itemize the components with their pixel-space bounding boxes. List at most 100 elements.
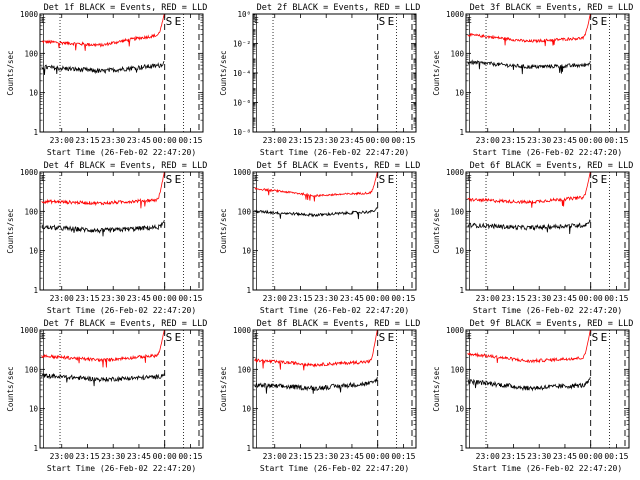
plot-frame [465,13,630,133]
x-tick-label: 23:30 [314,452,338,461]
x-tick-label: 23:15 [501,452,525,461]
x-tick-label: 00:00 [579,136,603,145]
x-tick-label: 23:30 [527,452,551,461]
x-tick-label: 23:00 [50,294,74,303]
panel-title: Det 8f BLACK = Events, RED = LLD [257,319,421,329]
y-axis-label: Counts/sec [6,50,15,95]
lld-series-line [254,171,378,202]
x-tick-label: 23:00 [50,452,74,461]
x-tick-label: 23:30 [527,294,551,303]
x-tick-label: 23:15 [501,294,525,303]
panel-title: Det 7f BLACK = Events, RED = LLD [44,319,208,329]
events-series-line [467,376,591,392]
events-series-line [254,207,378,220]
y-tick-label: 1000 [20,326,39,335]
y-tick-label: 1000 [446,10,465,19]
y-tick-label: 1000 [446,326,465,335]
y-tick-label: 1 [33,128,38,137]
events-series-line [41,219,165,237]
start-marker-label: S [379,173,386,186]
panel-title: Det 9f BLACK = Events, RED = LLD [470,319,634,329]
y-tick-label: 100 [24,207,38,216]
y-tick-label: 1000 [20,168,39,177]
x-tick-label: 00:15 [604,294,628,303]
start-marker-label: S [592,15,599,28]
detector-panel: Det 5f BLACK = Events, RED = LLD Start Ti… [219,161,420,315]
x-tick-label: 00:15 [391,294,415,303]
y-tick-label: 100 [450,207,464,216]
x-tick-label: 23:00 [50,136,74,145]
panel-title: Det 1f BLACK = Events, RED = LLD [44,3,208,13]
lld-series-line [41,171,165,209]
y-tick-label: 100 [450,49,464,58]
panel-title: Det 5f BLACK = Events, RED = LLD [257,161,421,171]
y-axis-label: Counts/sec [432,208,441,253]
y-tick-label: 10 [29,405,39,414]
lld-series-line [41,329,165,368]
plot-frame [465,329,630,449]
y-axis-label: Counts/sec [6,366,15,411]
y-tick-label: 10⁻⁶ [233,99,251,108]
y-tick-label: 1 [459,286,464,295]
y-tick-label: 1 [33,286,38,295]
lld-series-line [254,329,378,371]
x-tick-label: 23:30 [314,136,338,145]
x-axis-label: Start Time (26-Feb-02 22:47:20) [47,464,196,473]
y-axis-label: Counts/sec [6,208,15,253]
x-tick-label: 00:15 [178,136,202,145]
lld-series-line [467,330,591,364]
x-tick-label: 00:00 [366,294,390,303]
end-marker-label: E [175,15,182,28]
x-axis-label: Start Time (26-Feb-02 22:47:20) [260,306,409,315]
x-tick-label: 23:00 [476,136,500,145]
x-tick-label: 23:30 [527,136,551,145]
end-marker-label: E [601,15,608,28]
events-series-line [467,219,591,235]
x-tick-label: 23:15 [288,294,312,303]
y-tick-label: 1000 [20,10,39,19]
x-axis-label: Start Time (26-Feb-02 22:47:20) [47,306,196,315]
panel-title: Det 3f BLACK = Events, RED = LLD [470,3,634,13]
lld-series-line [467,171,591,208]
y-tick-label: 10 [455,405,465,414]
x-tick-label: 00:00 [153,294,177,303]
x-tick-label: 23:45 [553,294,577,303]
start-marker-label: S [166,331,173,344]
x-tick-label: 23:15 [75,294,99,303]
x-axis-label: Start Time (26-Feb-02 22:47:20) [260,148,409,157]
y-tick-label: 10 [455,89,465,98]
plot-frame [465,171,630,291]
x-tick-label: 00:00 [579,294,603,303]
y-tick-label: 10 [242,247,252,256]
y-axis-label: Counts/sec [219,208,228,253]
y-tick-label: 10 [29,247,39,256]
x-tick-label: 23:45 [127,452,151,461]
events-series-line [41,61,165,75]
y-tick-label: 100 [24,49,38,58]
events-series-line [41,372,165,387]
y-tick-label: 1000 [233,326,252,335]
y-tick-label: 10 [455,247,465,256]
x-tick-label: 00:15 [604,136,628,145]
y-axis-label: Counts/sec [219,366,228,411]
panel-title: Det 6f BLACK = Events, RED = LLD [470,161,634,171]
x-tick-label: 00:15 [391,452,415,461]
end-marker-label: E [175,331,182,344]
x-tick-label: 23:15 [288,136,312,145]
plot-frame [39,171,204,291]
x-axis-label: Start Time (26-Feb-02 22:47:20) [47,148,196,157]
y-axis-label: Counts/sec [219,50,228,95]
x-tick-label: 23:00 [263,294,287,303]
start-marker-label: S [166,15,173,28]
detector-panel: Det 7f BLACK = Events, RED = LLD Start Ti… [6,319,207,473]
detector-panel: Det 3f BLACK = Events, RED = LLD Start Ti… [432,3,633,157]
x-tick-label: 23:45 [553,452,577,461]
y-axis-label: Counts/sec [432,366,441,411]
x-tick-label: 23:30 [314,294,338,303]
detector-panel: Det 9f BLACK = Events, RED = LLD Start Ti… [432,319,633,473]
y-tick-label: 100 [24,365,38,374]
start-marker-label: S [379,15,386,28]
y-tick-label: 1 [459,128,464,137]
